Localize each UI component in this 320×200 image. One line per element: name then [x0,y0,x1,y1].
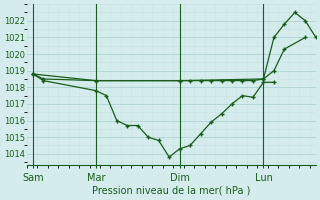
X-axis label: Pression niveau de la mer( hPa ): Pression niveau de la mer( hPa ) [92,186,251,196]
